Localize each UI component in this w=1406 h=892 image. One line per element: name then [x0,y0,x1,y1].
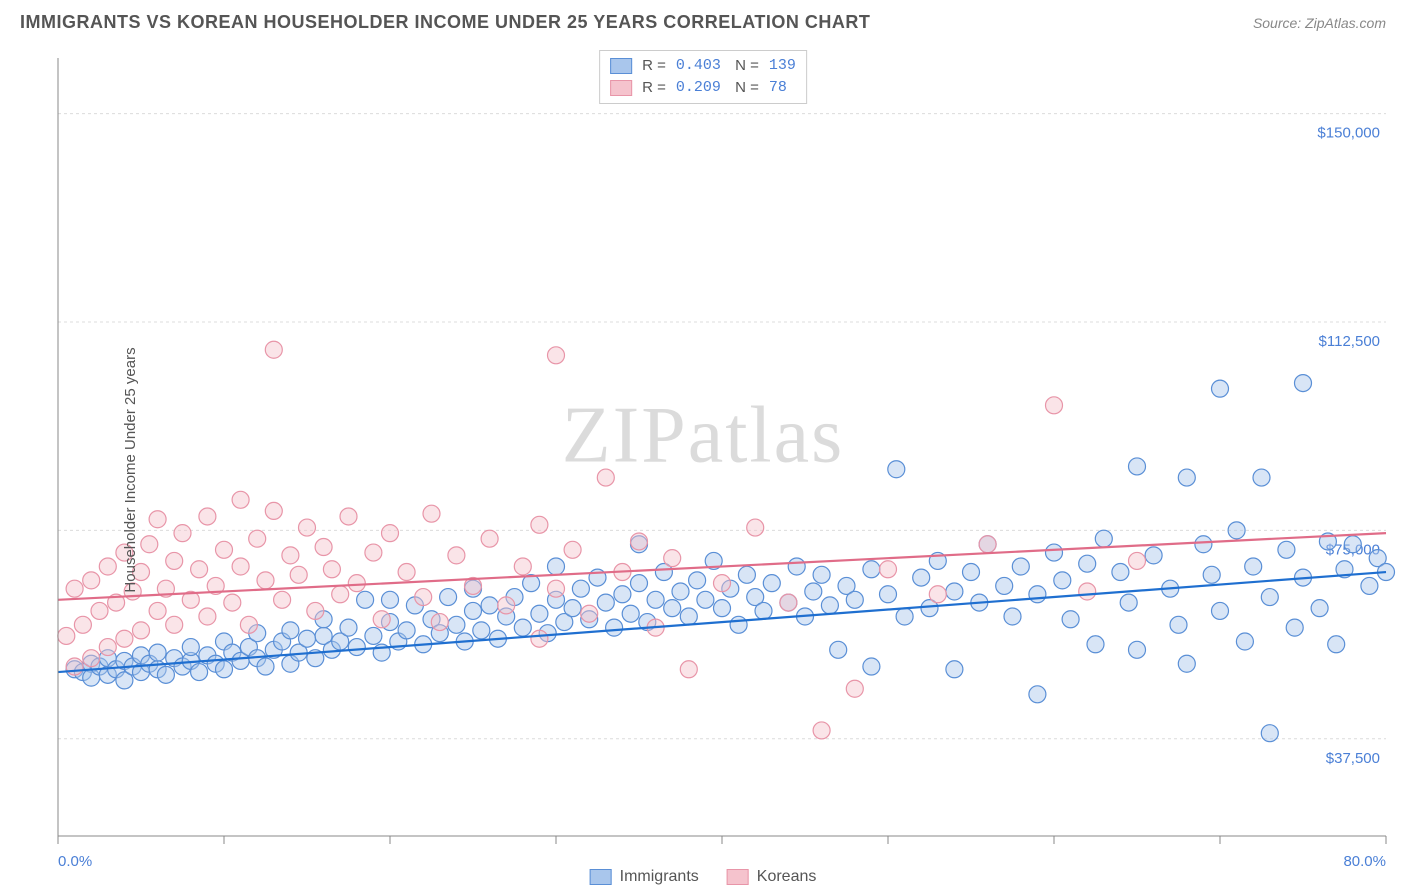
y-axis-label: Householder Income Under 25 years [122,347,139,592]
legend-row-koreans: R = 0.209 N = 78 [610,77,796,99]
swatch-immigrants [610,58,632,74]
svg-text:$37,500: $37,500 [1326,750,1380,767]
page-title: IMMIGRANTS VS KOREAN HOUSEHOLDER INCOME … [20,12,870,33]
legend-label: Koreans [757,868,817,886]
scatter-chart: $37,500$75,000$112,500$150,0000.0%80.0% [0,48,1406,892]
svg-text:$112,500: $112,500 [1319,333,1380,350]
swatch-koreans [610,80,632,96]
series-legend: Immigrants Koreans [590,868,817,886]
svg-text:0.0%: 0.0% [58,853,92,870]
svg-text:$150,000: $150,000 [1317,125,1380,142]
chart-container: Householder Income Under 25 years ZIPatl… [0,48,1406,892]
legend-item-immigrants: Immigrants [590,868,699,886]
swatch-immigrants-bottom [590,869,612,885]
legend-item-koreans: Koreans [727,868,817,886]
source-credit: Source: ZipAtlas.com [1253,15,1386,31]
correlation-legend: R = 0.403 N = 139 R = 0.209 N = 78 [599,50,807,104]
legend-label: Immigrants [620,868,699,886]
svg-text:80.0%: 80.0% [1343,853,1386,870]
swatch-koreans-bottom [727,869,749,885]
legend-row-immigrants: R = 0.403 N = 139 [610,55,796,77]
